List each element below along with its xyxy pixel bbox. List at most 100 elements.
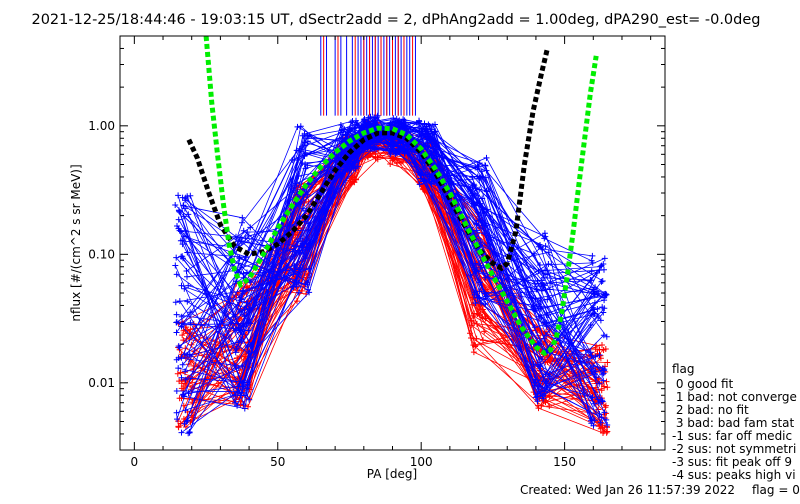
- data-point: [238, 329, 245, 335]
- data-point: [424, 136, 431, 143]
- data-point: [344, 167, 351, 174]
- data-point: [237, 308, 244, 315]
- data-layer: [172, 36, 611, 437]
- data-point: [602, 404, 609, 411]
- data-point: [537, 262, 543, 268]
- data-point: [179, 332, 186, 339]
- data-point: [306, 289, 313, 296]
- data-point: [239, 291, 246, 297]
- data-point: [534, 390, 541, 397]
- data-point: [601, 366, 608, 373]
- data-point: [472, 342, 479, 349]
- data-point: [173, 356, 180, 363]
- data-point: [178, 374, 185, 381]
- data-point: [588, 394, 595, 401]
- data-point: [295, 289, 302, 296]
- data-point: [187, 319, 194, 326]
- data-point: [182, 368, 189, 375]
- data-point: [293, 147, 300, 154]
- data-point: [544, 383, 551, 390]
- x-axis-label: PA [deg]: [367, 467, 417, 481]
- data-point: [598, 387, 605, 394]
- data-point: [604, 422, 611, 428]
- data-point: [178, 282, 185, 289]
- data-point: [185, 282, 192, 289]
- data-point: [472, 300, 479, 307]
- data-point: [181, 205, 188, 212]
- data-point: [397, 143, 404, 150]
- data-point: [478, 173, 485, 180]
- data-point: [604, 384, 611, 391]
- data-point: [173, 271, 180, 278]
- data-point: [588, 277, 595, 284]
- y-tick-label: 0.01: [88, 376, 115, 390]
- data-point: [182, 376, 189, 383]
- data-point: [474, 320, 480, 327]
- data-point: [390, 148, 397, 155]
- data-point: [241, 392, 248, 399]
- data-point: [428, 126, 435, 133]
- data-point: [601, 255, 608, 262]
- data-point: [236, 254, 243, 261]
- data-point: [535, 373, 542, 380]
- data-point: [474, 310, 481, 317]
- data-point: [597, 419, 604, 426]
- data-point: [469, 183, 476, 190]
- created-timestamp: Created: Wed Jan 26 11:57:39 2022: [520, 483, 735, 497]
- data-point: [598, 414, 605, 421]
- data-point: [594, 306, 601, 312]
- data-point: [186, 429, 193, 435]
- data-point: [597, 263, 604, 270]
- chart-title: 2021-12-25/18:44:46 - 19:03:15 UT, dSect…: [31, 12, 760, 28]
- data-point: [595, 400, 602, 407]
- data-point: [233, 233, 239, 240]
- data-point: [244, 385, 251, 392]
- data-point: [173, 254, 180, 261]
- data-point: [476, 288, 483, 295]
- data-point: [173, 319, 180, 326]
- data-point: [181, 351, 188, 358]
- data-point: [240, 401, 247, 408]
- data-point: [538, 356, 545, 363]
- data-point: [416, 181, 423, 188]
- data-point: [396, 146, 403, 153]
- data-point: [468, 317, 475, 324]
- data-point: [179, 237, 186, 244]
- legend-item: 3 bad: bad fam stat: [672, 416, 795, 430]
- data-point: [373, 146, 380, 153]
- data-point: [295, 279, 302, 286]
- data-point: [233, 345, 240, 352]
- data-line: [182, 129, 598, 346]
- data-point: [600, 309, 607, 316]
- data-point: [532, 394, 539, 401]
- data-point: [302, 142, 309, 149]
- x-tick-label: 0: [131, 455, 139, 469]
- data-point: [473, 268, 479, 275]
- legend-item: -1 sus: far off medic: [672, 429, 792, 443]
- data-point: [175, 192, 182, 199]
- data-point: [432, 128, 439, 135]
- data-point: [184, 298, 191, 305]
- data-point: [544, 296, 551, 303]
- data-point: [472, 164, 479, 171]
- data-point: [238, 338, 245, 344]
- data-point: [183, 268, 190, 274]
- data-point: [531, 306, 538, 312]
- data-point: [236, 294, 243, 301]
- legend-item: -4 sus: peaks high vi: [672, 468, 796, 482]
- data-point: [178, 429, 185, 436]
- data-point: [588, 420, 595, 427]
- data-line: [180, 146, 595, 395]
- data-point: [172, 202, 179, 208]
- data-point: [367, 139, 374, 146]
- data-point: [599, 304, 606, 311]
- data-point: [589, 394, 596, 401]
- data-point: [600, 261, 607, 267]
- data-point: [476, 222, 482, 229]
- data-point: [542, 371, 549, 378]
- legend: flag 0 good fit 1 bad: not converge 2 ba…: [672, 362, 797, 482]
- data-point: [294, 123, 301, 130]
- data-point: [544, 271, 551, 278]
- data-point: [601, 409, 608, 416]
